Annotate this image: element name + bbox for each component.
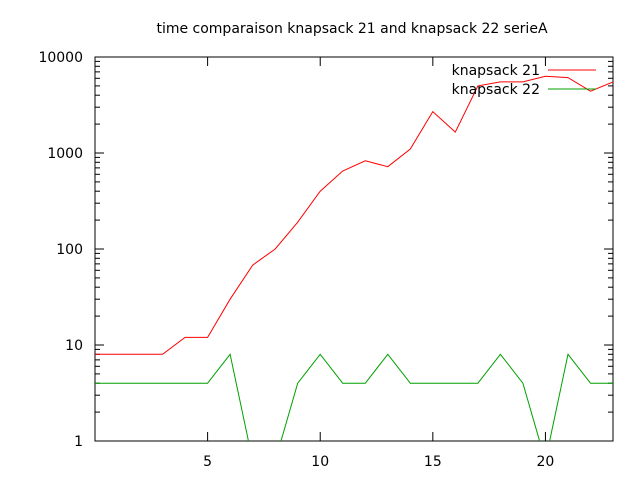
y-tick-label: 10000 bbox=[38, 50, 83, 66]
y-tick-label: 100 bbox=[56, 242, 83, 258]
legend-label-2: knapsack 22 bbox=[452, 82, 540, 98]
axis-ticks: 1 10 100 1000 10000 5 10 15 20 bbox=[38, 50, 613, 470]
y-tick-label: 1000 bbox=[47, 146, 83, 162]
legend: knapsack 21 knapsack 22 bbox=[452, 63, 596, 98]
series-lines bbox=[95, 75, 613, 441]
x-tick-label: 5 bbox=[203, 454, 212, 470]
y-tick-label: 1 bbox=[74, 434, 83, 450]
chart-title: time comparaison knapsack 21 and knapsac… bbox=[156, 21, 547, 37]
series-line-2 bbox=[95, 353, 613, 441]
x-tick-label: 10 bbox=[311, 454, 329, 470]
legend-label-1: knapsack 21 bbox=[452, 63, 540, 79]
y-tick-label: 10 bbox=[65, 338, 83, 354]
x-tick-label: 20 bbox=[537, 454, 555, 470]
x-tick-label: 15 bbox=[424, 454, 442, 470]
series-line-1 bbox=[95, 75, 613, 355]
